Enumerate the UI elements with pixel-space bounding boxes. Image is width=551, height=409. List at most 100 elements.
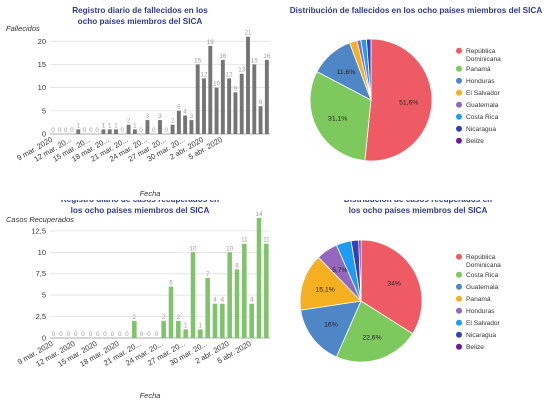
recovered-data-label: 8: [235, 262, 239, 269]
deaths-bar-ylabel: Fallecidos: [6, 24, 40, 33]
recovered-pie-slice-label: 5,7%: [332, 267, 348, 274]
recovered-bar: [212, 303, 218, 338]
recovered-data-label: 1: [184, 322, 188, 329]
recovered-data-label: 0: [96, 331, 100, 338]
deaths-data-label: 21: [245, 30, 252, 37]
recovered-bar-xlabel: Fecha: [140, 391, 161, 400]
recovered-data-label: 0: [89, 331, 93, 338]
recovered-data-label: 1: [199, 322, 203, 329]
deaths-pie-legend-label: República: [466, 48, 496, 55]
recovered-ytick-label: 2,5: [36, 312, 46, 321]
deaths-data-label: 9: [234, 85, 238, 92]
deaths-bar-title-line2: ocho países miembros del SICA: [78, 17, 203, 26]
deaths-data-label: 5: [177, 104, 181, 111]
deaths-data-label: 6: [259, 99, 263, 106]
deaths-pie-legend-label: Belize: [466, 138, 484, 145]
recovered-data-label: 4: [213, 297, 217, 304]
recovered-pie-slice: [335, 300, 414, 363]
deaths-pie-legend-swatch: [456, 77, 462, 84]
deaths-data-label: 1: [102, 122, 106, 129]
deaths-bar: [258, 106, 263, 134]
recovered-pie-legend-swatch: [456, 253, 462, 260]
recovered-data-label: 7: [206, 271, 210, 278]
recovered-pie-legend-label: Costa Rica: [466, 272, 499, 279]
recovered-data-label: 2: [133, 314, 137, 321]
recovered-pie-slice: [358, 239, 362, 302]
deaths-ytick-label: 20: [38, 37, 46, 46]
recovered-bar: [264, 243, 269, 338]
deaths-pie-legend-label-cont: Dominicana: [466, 56, 501, 63]
recovered-pie-legend-label: Honduras: [466, 308, 495, 315]
recovered-pie-legend-swatch: [456, 343, 462, 350]
deaths-data-label: 1: [77, 122, 81, 129]
recovered-bar: [227, 252, 232, 338]
recovered-ytick-label: 12,5: [31, 226, 46, 235]
deaths-data-label: 0: [165, 127, 169, 134]
recovered-data-label: 11: [241, 237, 248, 244]
deaths-bar: [202, 78, 206, 134]
deaths-bar: [158, 120, 162, 134]
deaths-data-label: 1: [114, 122, 118, 129]
recovered-pie-slice-label: 16%: [324, 321, 338, 328]
deaths-bar: [227, 78, 232, 134]
deaths-data-label: 1: [108, 122, 112, 129]
deaths-bar: [176, 110, 181, 134]
recovered-bar-chart: Registro diario de casos recuperados en …: [6, 195, 270, 400]
recovered-pie-legend-swatch: [456, 295, 462, 302]
deaths-pie-chart: Distribución de fallecidos en los ocho p…: [290, 6, 542, 162]
recovered-ytick-label: 10: [38, 248, 46, 257]
recovered-bar: [249, 303, 254, 338]
deaths-bar: [76, 129, 81, 134]
deaths-pie-legend-swatch: [456, 125, 462, 132]
deaths-bar-chart: Registro diario de fallecidos en los och…: [6, 6, 271, 198]
deaths-data-label: 10: [213, 81, 220, 88]
recovered-ytick-label: 7,5: [36, 269, 46, 278]
deaths-pie-legend-label: El Salvador: [466, 90, 501, 97]
deaths-data-label: 2: [171, 118, 175, 125]
recovered-bar: [132, 320, 137, 338]
deaths-pie-legend-swatch: [456, 101, 462, 108]
recovered-pie-legend-label: República: [466, 254, 496, 261]
deaths-data-label: 0: [83, 127, 87, 134]
recovered-data-label: 0: [74, 331, 78, 338]
recovered-data-label: 0: [147, 331, 151, 338]
deaths-ytick-label: 0: [42, 130, 46, 139]
deaths-pie-slice: [364, 38, 433, 162]
deaths-bar: [220, 59, 225, 135]
deaths-ytick-label: 15: [38, 60, 46, 69]
recovered-data-label: 10: [190, 245, 197, 252]
recovered-pie-legend-swatch: [456, 331, 462, 338]
deaths-data-label: 0: [139, 127, 143, 134]
recovered-pie-chart: Distribución de casos recuperados en los…: [299, 195, 501, 363]
deaths-bar: [189, 120, 194, 134]
deaths-data-label: 3: [146, 113, 150, 120]
recovered-ytick-label: 0: [42, 334, 46, 343]
recovered-data-label: 0: [125, 331, 129, 338]
recovered-bar: [205, 278, 210, 338]
recovered-bar: [220, 303, 225, 338]
deaths-data-label: 0: [70, 127, 74, 134]
recovered-pie-title-line1: Distribución de casos recuperados en: [344, 200, 492, 204]
deaths-bar: [145, 120, 150, 134]
deaths-pie-slice: [309, 71, 372, 162]
recovered-pie-title-line2: los ocho países miembros del SICA: [349, 206, 488, 215]
deaths-bar: [107, 129, 112, 134]
recovered-data-label: 2: [162, 314, 166, 321]
recovered-data-label: 0: [59, 331, 63, 338]
recovered-data-label: 14: [256, 211, 263, 218]
deaths-pie-slice: [365, 38, 372, 101]
deaths-data-label: 12: [226, 71, 233, 78]
recovered-pie-legend-label: El Salvador: [466, 320, 501, 327]
deaths-bar: [114, 129, 118, 134]
deaths-bar: [195, 64, 200, 134]
deaths-pie-legend-swatch: [456, 65, 462, 72]
recovered-pie-legend-swatch: [456, 271, 462, 278]
recovered-data-label: 0: [81, 331, 85, 338]
recovered-pie-legend-label-cont: Dominicana: [466, 262, 501, 269]
deaths-pie-legend-swatch: [456, 137, 462, 144]
recovered-pie-legend-label: Guatemala: [466, 284, 499, 291]
recovered-pie-legend-label: Nicaragua: [466, 332, 496, 339]
deaths-data-label: 0: [121, 127, 125, 134]
deaths-bar: [132, 129, 137, 134]
deaths-data-label: 1: [133, 122, 137, 129]
